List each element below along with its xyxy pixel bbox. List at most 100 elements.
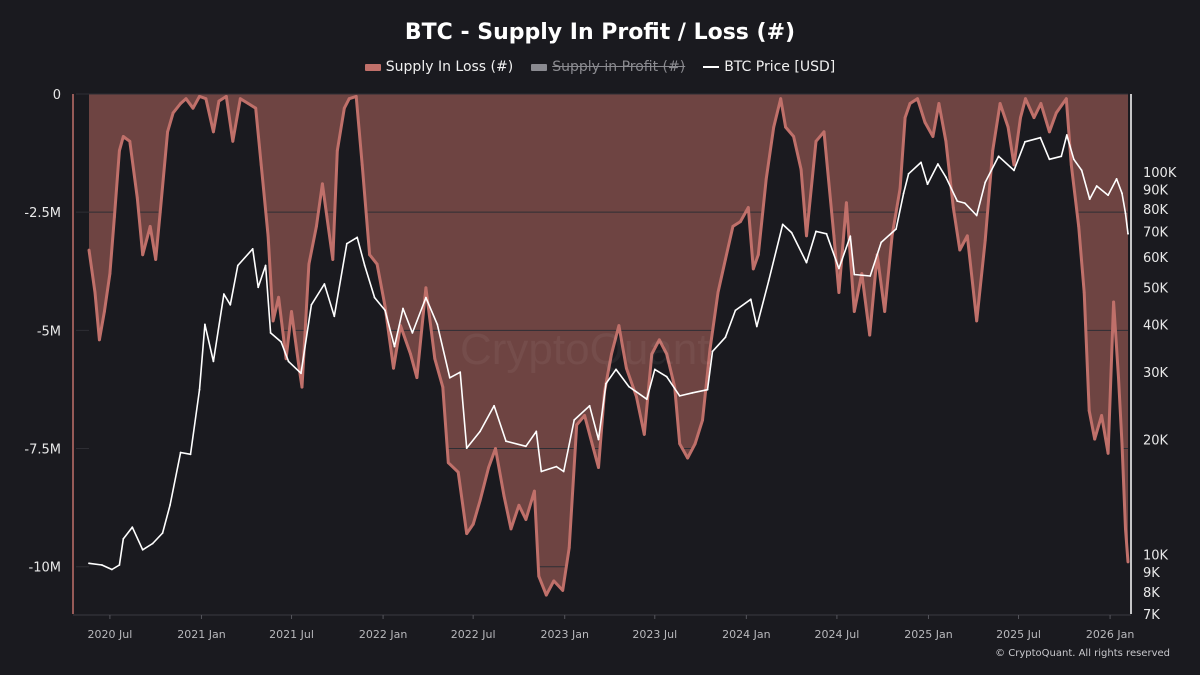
data-point-supply-in-loss — [171, 111, 175, 115]
data-point-supply-in-loss — [716, 291, 720, 294]
data-point-supply-in-loss — [799, 168, 803, 172]
data-point-supply-in-loss — [635, 395, 638, 398]
data-point-supply-in-loss — [1019, 116, 1022, 119]
data-point-btc-price — [280, 341, 282, 343]
data-point-btc-price — [161, 532, 164, 534]
data-point-btc-price — [287, 360, 290, 363]
x-tick-label: 2021 Jan — [177, 628, 225, 641]
data-point-supply-in-loss — [822, 130, 826, 134]
data-point-btc-price — [628, 385, 630, 388]
data-point-btc-price — [853, 273, 856, 276]
data-point-btc-price — [937, 163, 939, 165]
data-point-supply-in-loss — [1032, 116, 1036, 119]
data-point-btc-price — [151, 542, 154, 545]
chart-legend: Supply In Loss (#) Supply in Profit (#) … — [0, 59, 1200, 75]
data-point-supply-in-loss — [231, 139, 235, 143]
data-point-btc-price — [691, 391, 694, 394]
data-point-btc-price — [169, 504, 172, 506]
data-point-btc-price — [869, 275, 872, 277]
data-point-btc-price — [963, 202, 966, 205]
data-point-supply-in-loss — [537, 574, 541, 578]
area-layer — [87, 94, 1130, 614]
data-point-btc-price — [101, 564, 103, 566]
data-point-btc-price — [1124, 212, 1127, 215]
data-point-supply-in-loss — [204, 97, 208, 101]
legend-line-btc-price — [703, 66, 720, 68]
data-point-supply-in-loss — [903, 116, 907, 119]
data-point-btc-price — [588, 404, 591, 407]
data-point-supply-in-loss — [509, 527, 513, 531]
data-point-supply-in-loss — [751, 267, 755, 271]
data-point-supply-in-loss — [433, 357, 437, 361]
data-point-supply-in-loss — [814, 139, 818, 143]
data-point-supply-in-loss — [724, 258, 727, 261]
x-tick-label: 2024 Jul — [815, 628, 860, 641]
data-point-btc-price — [711, 350, 714, 353]
data-point-supply-in-loss — [837, 291, 841, 294]
data-point-btc-price — [975, 214, 978, 217]
data-point-btc-price — [540, 470, 543, 473]
legend-swatch-supply-in-profit — [531, 63, 548, 71]
legend-item-btc-price[interactable]: BTC Price [USD] — [703, 59, 835, 75]
data-point-btc-price — [781, 223, 784, 226]
data-point-supply-in-loss — [983, 239, 987, 242]
data-point-supply-in-loss — [916, 97, 919, 101]
data-point-supply-in-loss — [424, 286, 428, 290]
data-point-btc-price — [678, 395, 681, 397]
copyright-notice: © CryptoQuant. All rights reserved — [995, 648, 1170, 659]
data-point-supply-in-loss — [583, 414, 586, 417]
data-point-supply-in-loss — [290, 310, 293, 313]
legend-item-supply-in-loss[interactable]: Supply In Loss (#) — [364, 59, 513, 75]
data-point-supply-in-loss — [154, 258, 158, 261]
data-point-btc-price — [118, 564, 121, 566]
data-point-supply-in-loss — [923, 121, 927, 124]
data-point-supply-in-loss — [575, 423, 579, 427]
data-point-supply-in-loss — [98, 338, 101, 342]
data-point-btc-price — [849, 235, 852, 238]
data-point-btc-price — [236, 264, 239, 267]
data-point-btc-price — [724, 336, 727, 339]
y-right-tick-label: 90K — [1143, 184, 1169, 199]
x-tick-label: 2026 Jan — [1086, 628, 1134, 641]
y-right-tick-label: 20K — [1143, 434, 1169, 449]
x-tick-label: 2025 Jan — [904, 628, 952, 641]
data-point-supply-in-loss — [1012, 163, 1016, 167]
data-point-supply-in-loss — [307, 262, 311, 266]
x-tick-label: 2024 Jan — [722, 628, 770, 641]
data-point-supply-in-loss — [368, 253, 371, 257]
data-point-supply-in-loss — [764, 177, 768, 181]
data-point-btc-price — [333, 315, 336, 318]
x-tick-label: 2023 Jul — [632, 628, 677, 641]
y-right-tick-label: 7K — [1143, 608, 1160, 623]
data-point-supply-in-loss — [657, 338, 661, 342]
line-layer — [88, 134, 1129, 571]
data-point-supply-in-loss — [297, 362, 300, 365]
data-point-btc-price — [373, 296, 376, 299]
data-point-btc-price — [734, 309, 737, 312]
data-point-btc-price — [465, 447, 468, 449]
data-point-supply-in-loss — [471, 522, 475, 526]
data-point-btc-price — [356, 236, 359, 239]
data-point-btc-price — [535, 430, 538, 433]
data-point-supply-in-loss — [1106, 451, 1110, 455]
data-point-supply-in-loss — [446, 461, 450, 465]
data-point-supply-in-loss — [944, 139, 948, 143]
data-point-btc-price — [402, 307, 404, 310]
data-point-supply-in-loss — [494, 447, 497, 450]
x-tick-label: 2020 Jul — [88, 628, 133, 641]
data-point-btc-price — [1080, 169, 1083, 172]
data-point-supply-in-loss — [331, 258, 335, 261]
data-point-btc-price — [384, 309, 386, 312]
data-point-btc-price — [1107, 194, 1109, 197]
data-point-supply-in-loss — [93, 291, 97, 294]
data-point-supply-in-loss — [1124, 527, 1127, 531]
y-right-tick-label: 100K — [1143, 166, 1177, 181]
data-point-btc-price — [926, 183, 929, 186]
data-point-btc-price — [251, 248, 254, 250]
data-point-supply-in-loss — [832, 234, 836, 238]
data-point-supply-in-loss — [998, 102, 1002, 105]
y-right-tick-label: 40K — [1143, 318, 1169, 333]
legend-item-supply-in-profit[interactable]: Supply in Profit (#) — [531, 59, 685, 75]
data-point-btc-price — [706, 388, 709, 391]
